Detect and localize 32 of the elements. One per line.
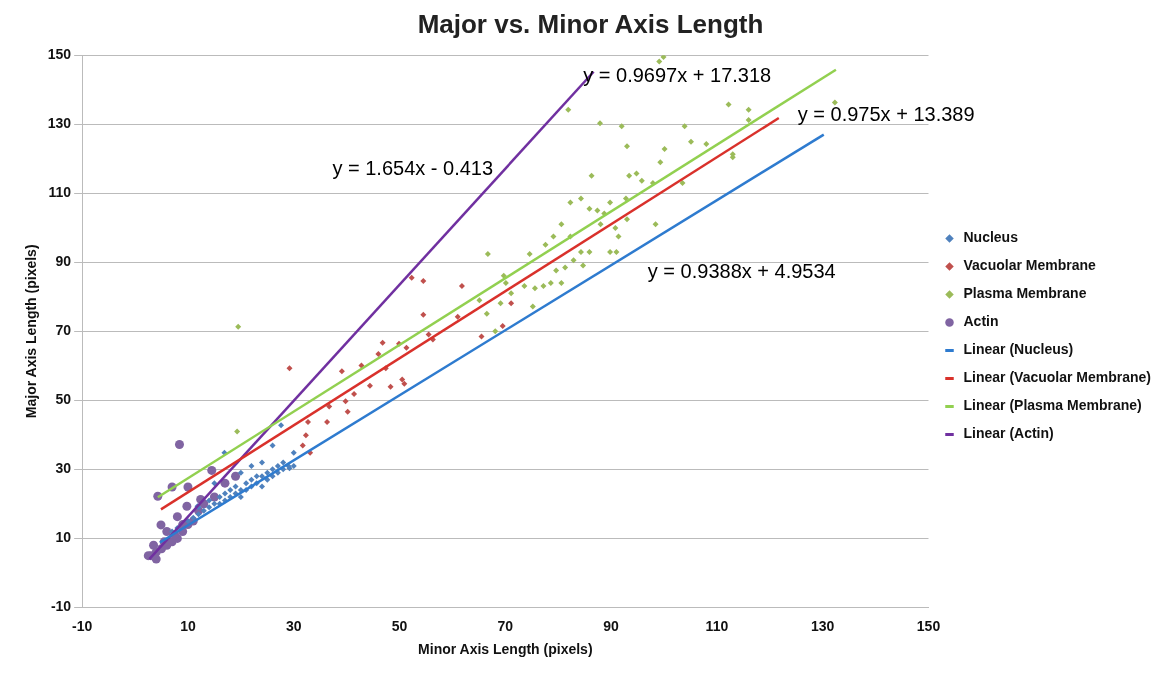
x-tick-label: 150 (916, 617, 941, 634)
y-tick-label: -10 (50, 598, 72, 615)
annotation: y = 0.975x + 13.389 (797, 103, 975, 126)
y-tick-label: 90 (55, 253, 72, 270)
x-tick-label: 90 (603, 617, 620, 634)
legend-label: Linear (Actin) (963, 425, 1054, 442)
annotation: y = 1.654x - 0.413 (332, 156, 494, 179)
y-tick-label: 50 (55, 391, 72, 408)
x-tick-label: 10 (180, 617, 196, 634)
y-axis-title: Major Axis Length (pixels) (23, 244, 40, 419)
legend-label: Linear (Vacuolar Membrane) (963, 369, 1152, 386)
y-tick-label: 70 (55, 322, 72, 339)
x-tick-label: -10 (72, 617, 93, 634)
y-tick-label: 30 (55, 460, 72, 477)
y-tick-label: 130 (47, 115, 72, 132)
x-tick-label: 30 (285, 617, 302, 634)
y-tick-label: 10 (55, 529, 72, 546)
x-tick-label: 130 (811, 617, 835, 634)
y-tick-label: 110 (48, 184, 72, 201)
y-tick-label: 150 (47, 46, 72, 63)
legend-label: Plasma Membrane (963, 285, 1087, 302)
legend-label: Vacuolar Membrane (963, 257, 1096, 274)
x-tick-label: 50 (391, 617, 408, 634)
chart-title: Major vs. Minor Axis Length (417, 8, 764, 39)
legend-label: Actin (963, 313, 999, 330)
annotation: y = 0.9388x + 4.9534 (647, 260, 836, 283)
x-tick-label: 110 (705, 617, 729, 634)
legend-label: Linear (Plasma Membrane) (963, 397, 1142, 414)
x-axis-title: Minor Axis Length (pixels) (418, 641, 593, 658)
x-tick-label: 70 (497, 617, 514, 634)
legend-label: Linear (Nucleus) (963, 341, 1074, 358)
legend-label: Nucleus (963, 229, 1019, 246)
